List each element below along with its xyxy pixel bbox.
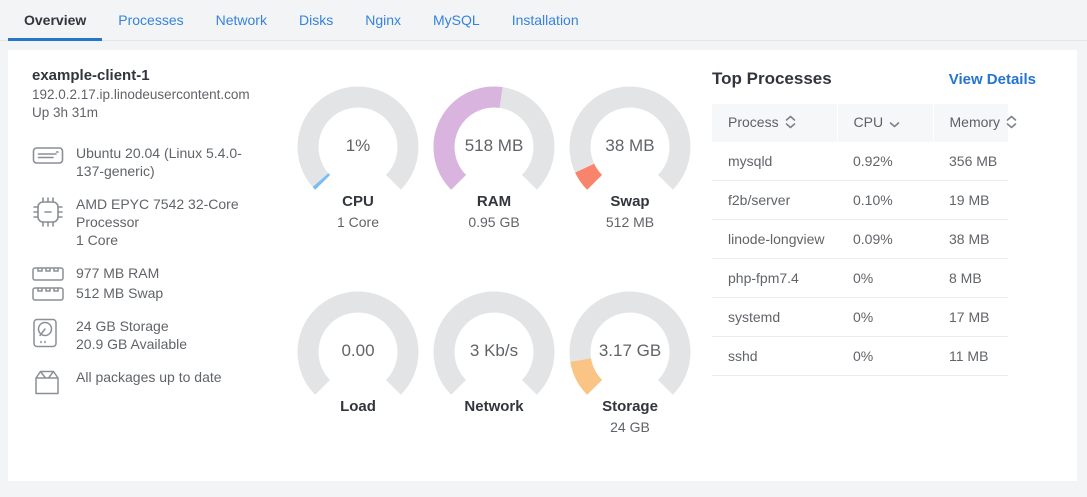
view-details-link[interactable]: View Details: [948, 71, 1036, 88]
swap-icon: [32, 284, 76, 302]
column-header-cpu[interactable]: CPU: [836, 104, 933, 142]
overview-card: example-client-1 192.0.2.17.ip.linodeuse…: [8, 50, 1077, 481]
table-row: f2b/server 0.10% 19 MB: [712, 180, 1008, 220]
os-icon: [32, 144, 76, 180]
gauge-network-subtitle: [426, 417, 562, 437]
memory-row: 977 MB RAM 512 MB Swap: [32, 264, 264, 302]
gauges-grid: 1% CPU 1 Core 518 MB RAM 0.95 GB 38 MB S…: [290, 50, 698, 437]
top-processes-panel: Top Processes View Details Process CPU M…: [712, 50, 1036, 376]
memory-cell: 17 MB: [933, 297, 1008, 337]
gauge-ram: 518 MB RAM 0.95 GB: [426, 85, 562, 232]
storage-available: 20.9 GB Available: [76, 336, 188, 352]
process-cell: f2b/server: [712, 180, 837, 220]
tab-installation[interactable]: Installation: [511, 12, 579, 28]
process-cell: mysqld: [712, 142, 837, 181]
tab-nginx[interactable]: Nginx: [365, 12, 402, 28]
gauge-storage-value: 3.17 GB: [598, 341, 662, 360]
cpu-cell: 0.10%: [837, 180, 933, 220]
gauge-ram-value: 518 MB: [464, 136, 524, 155]
memory-cell: 19 MB: [933, 180, 1008, 220]
storage-row: 24 GB Storage 20.9 GB Available: [32, 317, 264, 353]
storage-label: 24 GB Storage 20.9 GB Available: [76, 317, 264, 353]
process-cell: php-fpm7.4: [712, 258, 837, 298]
table-row: systemd 0% 17 MB: [712, 297, 1008, 337]
sort-both-icon: [1006, 115, 1017, 132]
process-cell: systemd: [712, 297, 837, 337]
gauge-swap-value: 38 MB: [605, 136, 655, 155]
gauge-cpu-title: CPU: [342, 193, 374, 210]
storage-total: 24 GB Storage: [76, 318, 169, 334]
gauge-load-title: Load: [340, 398, 376, 415]
memory-cell: 11 MB: [933, 336, 1008, 376]
ram-icon: [32, 264, 76, 282]
cpu-model: AMD EPYC 7542 32-Core Processor: [76, 196, 239, 230]
memory-cell: 38 MB: [933, 219, 1008, 259]
gauge-ram-subtitle: 0.95 GB: [468, 214, 520, 230]
ram-label: 977 MB RAM: [76, 265, 160, 281]
column-header-memory[interactable]: Memory: [932, 104, 1017, 142]
gauge-load-subtitle: [290, 417, 426, 437]
tab-disks[interactable]: Disks: [298, 12, 334, 28]
column-header-process[interactable]: Process: [712, 104, 837, 142]
cpu-cell: 0%: [837, 297, 933, 337]
package-box-icon: [32, 368, 76, 395]
table-row: linode-longview 0.09% 38 MB: [712, 219, 1008, 259]
tab-bar: Overview Processes Network Disks Nginx M…: [0, 0, 1087, 41]
cpu-cell: 0%: [837, 258, 933, 298]
cpu-cell: 0%: [837, 336, 933, 376]
host-domain: 192.0.2.17.ip.linodeusercontent.com: [32, 87, 250, 102]
swap-label: 512 MB Swap: [76, 285, 164, 301]
gauge-swap: 38 MB Swap 512 MB: [562, 85, 698, 232]
host-info-panel: example-client-1 192.0.2.17.ip.linodeuse…: [8, 50, 264, 410]
gauge-load-value: 0.00: [341, 341, 375, 360]
gauge-load: 0.00 Load: [290, 290, 426, 437]
disk-icon: [32, 317, 76, 353]
memory-cell: 8 MB: [933, 258, 1008, 298]
cpu-row: AMD EPYC 7542 32-Core Processor 1 Core: [32, 195, 264, 249]
table-row: php-fpm7.4 0% 8 MB: [712, 258, 1008, 298]
table-row: mysqld 0.92% 356 MB: [712, 142, 1008, 181]
tab-mysql[interactable]: MySQL: [433, 12, 480, 28]
gauge-network-value: 3 Kb/s: [469, 341, 519, 360]
cpu-cell: 0.92%: [837, 142, 933, 181]
process-cell: linode-longview: [712, 219, 837, 259]
os-row: Ubuntu 20.04 (Linux 5.4.0-137-generic): [32, 144, 264, 180]
gauge-cpu-value: 1%: [345, 136, 371, 155]
processes-table: Process CPU Memory mysqld 0.92% 356 MB: [712, 104, 1017, 376]
packages-label: All packages up to date: [76, 369, 222, 385]
gauge-swap-title: Swap: [610, 193, 650, 210]
process-cell: sshd: [712, 336, 837, 376]
tab-overview[interactable]: Overview: [8, 0, 103, 41]
sort-both-icon: [785, 115, 796, 132]
top-processes-title: Top Processes: [712, 69, 832, 88]
cpu-chip-icon: [32, 195, 76, 249]
memory-cell: 356 MB: [933, 142, 1008, 181]
gauge-swap-subtitle: 512 MB: [605, 214, 655, 230]
gauge-storage: 3.17 GB Storage 24 GB: [562, 290, 698, 437]
tab-network[interactable]: Network: [215, 12, 267, 28]
gauge-storage-subtitle: 24 GB: [610, 419, 650, 435]
gauge-ram-title: RAM: [476, 193, 512, 210]
gauge-network-title: Network: [464, 398, 524, 415]
gauge-cpu-subtitle: 1 Core: [336, 214, 380, 230]
host-name: example-client-1: [32, 67, 150, 84]
gauge-network: 3 Kb/s Network: [426, 290, 562, 437]
cpu-cores: 1 Core: [76, 232, 119, 248]
gauge-storage-title: Storage: [602, 398, 658, 415]
table-row: sshd 0% 11 MB: [712, 336, 1008, 376]
gauge-cpu: 1% CPU 1 Core: [290, 85, 426, 232]
tab-processes[interactable]: Processes: [118, 12, 184, 28]
host-uptime: Up 3h 31m: [32, 105, 99, 120]
os-label: Ubuntu 20.04 (Linux 5.4.0-137-generic): [76, 145, 242, 179]
cpu-cell: 0.09%: [837, 219, 933, 259]
cpu-label: AMD EPYC 7542 32-Core Processor 1 Core: [76, 195, 264, 249]
sort-desc-icon: [889, 115, 900, 132]
packages-row: All packages up to date: [32, 368, 264, 395]
